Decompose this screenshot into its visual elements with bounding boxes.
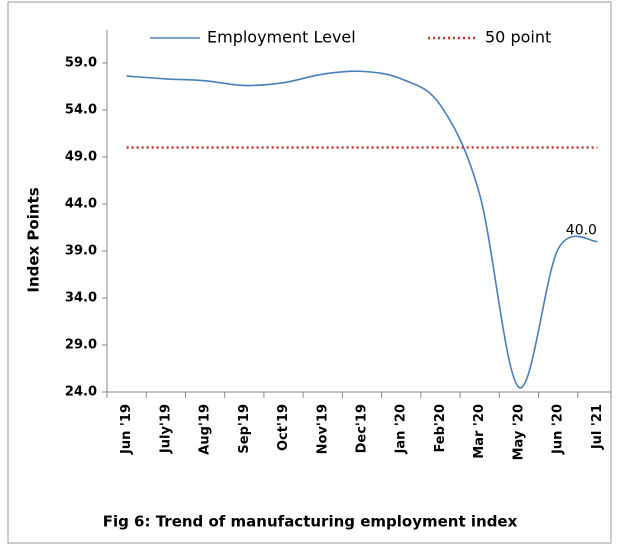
series-line (126, 70, 598, 389)
x-tick-label: Mar '20 (472, 404, 487, 459)
y-tick-label: 54.0 (65, 102, 97, 117)
x-tick-label: Oct'19 (276, 404, 291, 451)
y-tick-label: 24.0 (65, 385, 97, 400)
y-tick-label: 59.0 (65, 55, 97, 70)
y-tick-label: 34.0 (65, 290, 97, 305)
data-label: 40.0 (566, 223, 597, 239)
x-tick-label: July'19 (158, 404, 173, 454)
y-tick-label: 49.0 (65, 149, 97, 164)
y-tick-label: 29.0 (65, 337, 97, 352)
x-tick-label: Jan '20 (394, 404, 409, 454)
x-tick-label: May '20 (511, 404, 526, 460)
legend-label: 50 point (485, 28, 551, 47)
legend-label: Employment Level (207, 28, 356, 47)
y-tick-label: 39.0 (65, 243, 97, 258)
x-tick-label: Sep'19 (237, 404, 252, 454)
y-axis-title: Index Points (25, 187, 43, 292)
x-tick-label: Jun '20 (551, 404, 566, 455)
x-tick-label: Jun '19 (119, 404, 134, 455)
y-tick-label: 44.0 (65, 196, 97, 211)
x-tick-label: Dec'19 (355, 404, 370, 453)
x-tick-label: Feb'20 (433, 404, 448, 453)
x-tick-label: Nov'19 (315, 404, 330, 454)
frame (7, 1, 612, 544)
caption: Fig 6: Trend of manufacturing employment… (103, 513, 518, 531)
x-tick-label: Jul '21 (590, 404, 605, 450)
x-tick-label: Aug'19 (198, 404, 213, 455)
